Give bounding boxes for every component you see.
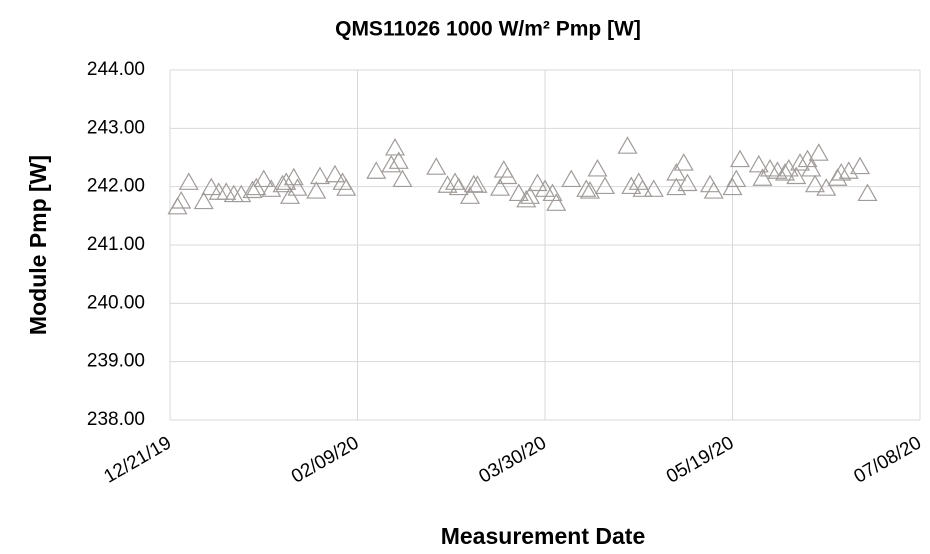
point bbox=[752, 168, 773, 186]
x-tick-label: 05/19/20 bbox=[663, 432, 738, 487]
point bbox=[253, 169, 274, 188]
point bbox=[283, 167, 304, 186]
point bbox=[467, 175, 488, 193]
point bbox=[381, 154, 402, 173]
x-tick-label: 02/09/20 bbox=[288, 432, 363, 487]
point bbox=[778, 158, 799, 177]
y-tick-label: 241.00 bbox=[87, 234, 145, 255]
point bbox=[759, 158, 781, 177]
point bbox=[388, 151, 409, 169]
point bbox=[272, 174, 293, 193]
point bbox=[384, 137, 406, 156]
point bbox=[816, 178, 837, 196]
point bbox=[703, 181, 724, 199]
y-tick-label: 240.00 bbox=[87, 292, 145, 313]
y-axis-title: Module Pmp [W] bbox=[25, 155, 51, 335]
y-tick-label: 244.00 bbox=[87, 59, 145, 80]
point bbox=[336, 178, 357, 196]
point bbox=[673, 153, 694, 171]
point bbox=[508, 183, 529, 202]
point bbox=[527, 173, 548, 192]
point bbox=[801, 158, 822, 177]
point bbox=[437, 175, 458, 193]
point bbox=[306, 181, 327, 199]
point bbox=[594, 176, 616, 195]
point bbox=[534, 179, 556, 197]
point bbox=[827, 168, 848, 186]
x-axis-title: Measurement Date bbox=[441, 523, 646, 549]
point bbox=[576, 179, 597, 197]
point bbox=[621, 176, 642, 195]
point bbox=[276, 172, 297, 190]
point bbox=[643, 179, 664, 197]
point bbox=[789, 153, 811, 171]
y-tick-label: 242.00 bbox=[87, 176, 145, 197]
y-tick-label: 243.00 bbox=[87, 117, 145, 138]
y-tick-label: 239.00 bbox=[87, 351, 145, 372]
point bbox=[786, 166, 807, 185]
point bbox=[617, 136, 638, 154]
point bbox=[857, 183, 878, 202]
point bbox=[201, 177, 222, 196]
point bbox=[287, 178, 308, 196]
x-tick-label: 03/30/20 bbox=[475, 432, 550, 487]
chart-title: QMS11026 1000 W/m² Pmp [W] bbox=[335, 18, 641, 41]
point bbox=[632, 179, 653, 197]
point bbox=[167, 196, 188, 215]
point bbox=[516, 189, 537, 208]
point bbox=[171, 191, 192, 209]
point bbox=[804, 174, 826, 193]
point bbox=[579, 181, 601, 199]
point bbox=[849, 156, 871, 175]
point bbox=[489, 178, 511, 196]
point bbox=[444, 172, 466, 190]
point bbox=[774, 163, 796, 181]
point bbox=[459, 186, 481, 204]
point bbox=[193, 191, 214, 210]
point bbox=[178, 172, 199, 190]
point bbox=[748, 154, 769, 173]
point bbox=[448, 177, 469, 196]
point bbox=[831, 163, 852, 181]
point bbox=[426, 157, 447, 175]
x-tick-label: 07/08/20 bbox=[850, 432, 925, 487]
point bbox=[546, 193, 567, 211]
point bbox=[587, 158, 608, 177]
point bbox=[561, 169, 582, 188]
point bbox=[497, 166, 518, 185]
point bbox=[309, 166, 331, 185]
y-tick-label: 238.00 bbox=[87, 409, 145, 430]
point bbox=[242, 180, 263, 199]
point bbox=[726, 169, 747, 188]
point bbox=[838, 161, 859, 179]
point bbox=[324, 164, 346, 183]
point bbox=[392, 169, 413, 188]
point bbox=[808, 143, 829, 161]
x-tick-label: 12/21/19 bbox=[100, 432, 175, 487]
point bbox=[519, 186, 541, 204]
point bbox=[366, 161, 387, 179]
point bbox=[677, 173, 698, 192]
point bbox=[729, 149, 751, 168]
